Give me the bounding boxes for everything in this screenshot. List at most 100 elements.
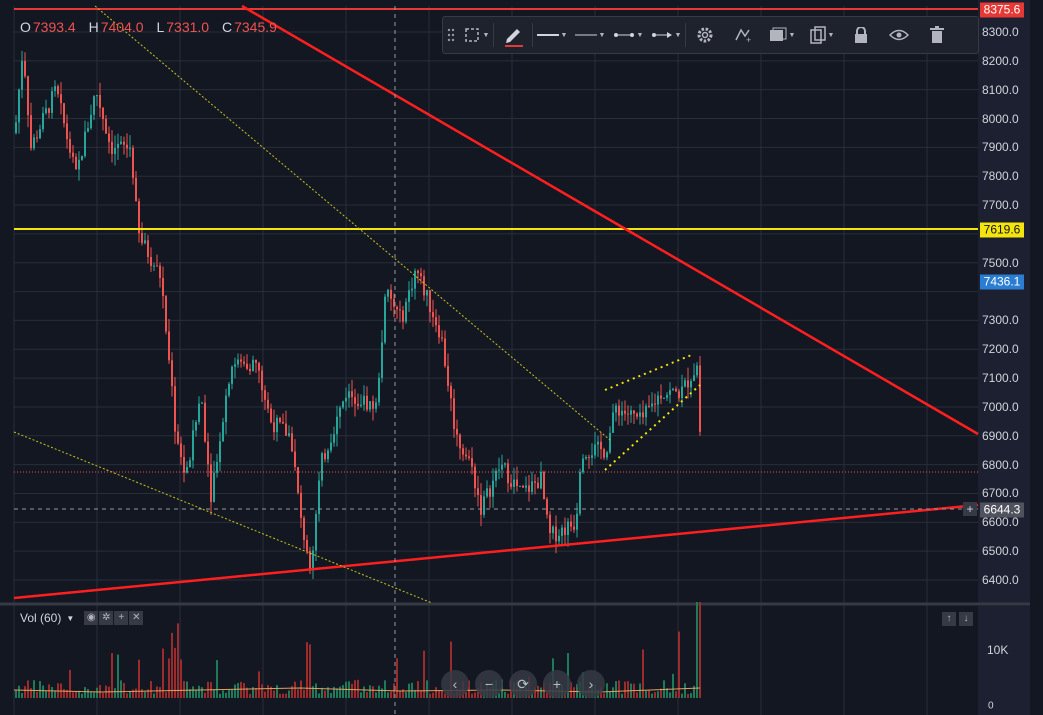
candle-body [516,479,518,487]
scroll-left-button[interactable]: ‹ [441,670,469,698]
candle-body [459,434,461,449]
red-ascending-support-line[interactable] [13,503,979,600]
volume-bar [684,683,686,698]
candle-body [582,458,584,473]
candle-body [585,456,587,459]
volume-bar [231,689,233,698]
candle-body [453,398,455,429]
line-dots-icon[interactable]: ▼ [609,17,647,53]
rising-wedge-upper[interactable] [604,353,695,391]
line-arrow-icon[interactable]: ▼ [647,17,685,53]
layer-icon[interactable]: ▼ [762,17,802,53]
reset-chart-button[interactable]: ⟳ [509,670,537,698]
candle-body [126,144,128,149]
candle-body [120,141,122,144]
candle-body [327,450,329,460]
zoom-in-button[interactable]: + [543,670,571,698]
candle-body [207,441,209,465]
select-rect-icon[interactable]: ▼ [459,17,493,53]
volume-bar [192,686,194,698]
line-style-solid-icon[interactable]: ▼ [536,31,568,39]
candle-body [534,481,536,483]
volume-bar [276,685,278,698]
candle-body [384,296,386,343]
candle-body [27,76,29,116]
candle-body [144,240,146,244]
volume-bar [72,692,74,698]
candle-body [84,131,86,156]
eye-icon[interactable] [880,17,918,53]
volume-bar [333,686,335,698]
candle-body [627,413,629,415]
candle-body [567,521,569,535]
volume-bar [390,691,392,698]
volume-bar [621,693,623,698]
volume-bar [417,681,419,698]
candle-body [651,403,653,407]
candle-body [645,405,647,418]
pencil-icon[interactable] [494,17,532,53]
candle-body [348,391,350,398]
pane-up-button[interactable]: ↑ [942,612,956,626]
candle-body [150,257,152,266]
eye-icon[interactable]: ◉ [84,611,99,625]
price-axis-tick: 7700.0 [982,198,1019,213]
candle-body [663,397,665,399]
lock-icon[interactable] [842,17,880,53]
volume-dropdown-arrow[interactable]: ▼ [66,613,75,623]
candle-body [621,410,623,416]
candle-body [345,397,347,402]
volume-bar [363,686,365,698]
volume-bar [177,623,179,698]
volume-bar [168,658,170,698]
volume-bar [618,680,620,698]
candle-body [180,443,182,457]
crosshair-add-button[interactable]: + [963,502,977,516]
volume-bar [612,687,614,698]
volume-bar [222,690,224,698]
price-axis-tick: 7200.0 [982,342,1019,357]
candle-body [195,422,197,431]
svg-text:+: + [746,35,751,44]
ohlc-legend: O 7393.4 H 7404.0 L 7331.0 C 7345.9 [20,19,286,35]
clone-drawing-icon[interactable]: + [724,17,762,53]
close-icon[interactable]: ✕ [129,611,144,625]
volume-bar [471,693,473,698]
volume-bar [405,692,407,698]
gear-icon[interactable] [686,17,724,53]
candle-body [18,89,20,123]
volume-bar [330,693,332,698]
candle-body [279,417,281,422]
candle-body [357,403,359,406]
volume-bar [678,631,680,698]
pane-down-button[interactable]: ↓ [959,612,973,626]
gear-icon[interactable]: ✲ [99,611,114,625]
candle-body [447,365,449,386]
crosshair-price-tag: 6644.3 [980,502,1024,518]
drag-handle-icon[interactable] [443,17,459,53]
trash-icon[interactable] [918,17,956,53]
candle-body [552,526,554,534]
candle-body [321,453,323,481]
copy-icon[interactable]: ▼ [802,17,842,53]
volume-title[interactable]: Vol (60) [20,611,62,625]
volume-bar [504,691,506,698]
zoom-out-button[interactable]: − [475,670,503,698]
candle-body [72,152,74,157]
candle-body [171,360,173,387]
candle-body [60,94,62,104]
candle-body [624,410,626,414]
volume-bar [318,693,320,698]
scroll-right-button[interactable]: › [577,670,605,698]
candle-body [579,472,581,514]
red-descending-trendline[interactable] [241,4,979,436]
volume-bar [75,691,77,698]
volume-bar [126,693,128,698]
volume-bar [144,691,146,698]
volume-bar [690,693,692,698]
plus-icon[interactable]: + [114,611,129,625]
volume-bar [441,690,443,698]
volume-bar [573,687,575,698]
line-style-thin-icon[interactable]: ▼ [574,31,606,39]
